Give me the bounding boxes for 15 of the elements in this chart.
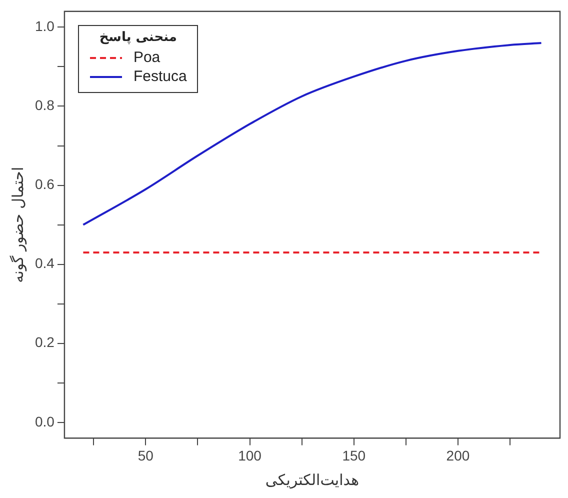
- y-tick-label: 0.0: [34, 413, 55, 430]
- legend-label: Festuca: [133, 67, 187, 86]
- x-tick-label: 150: [342, 447, 366, 464]
- x-tick-label: 100: [238, 447, 262, 464]
- x-tick-label: 200: [446, 447, 470, 464]
- y-tick-label: 0.2: [34, 334, 55, 350]
- legend-title: منحنی پاسخ: [98, 30, 178, 46]
- y-tick-label: 0.4: [34, 255, 55, 272]
- y-tick-label: 1.0: [34, 18, 55, 34]
- x-tick-label: 50: [138, 447, 154, 464]
- y-tick-label: 0.6: [34, 176, 55, 192]
- legend-label: Poa: [133, 48, 160, 68]
- y-axis-title: احتمال حضور گونه: [8, 166, 27, 283]
- x-axis-title: هدایت‌الکتریکی: [265, 470, 360, 489]
- y-tick-label: 0.8: [34, 97, 55, 114]
